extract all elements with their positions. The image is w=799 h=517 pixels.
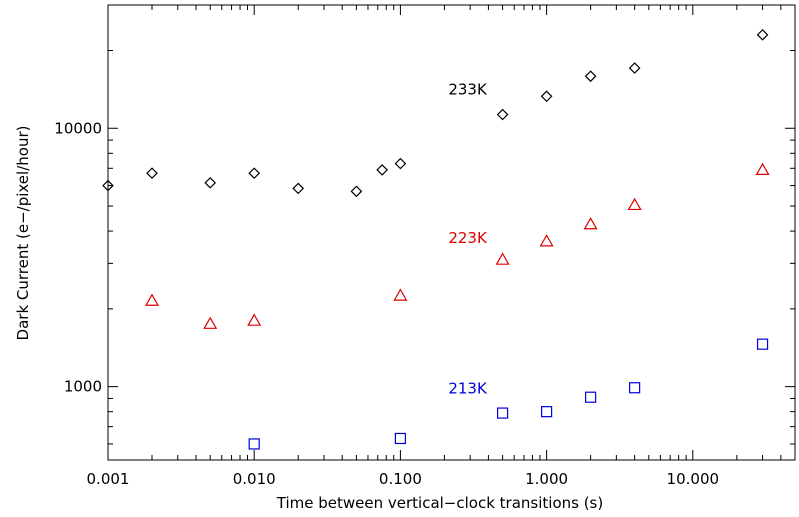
data-point-diamond [756,28,769,41]
series-label: 223K [448,229,488,247]
series-label: 233K [448,81,488,99]
series-233K: 233K [102,28,769,198]
x-tick-label: 0.001 [87,470,130,488]
data-point-diamond [628,62,641,74]
data-point-triangle [755,162,770,176]
data-point-diamond [102,179,114,192]
data-point-square [248,438,260,450]
data-point-diamond [292,182,305,195]
data-point-triangle [393,288,408,301]
data-point-triangle [144,293,160,306]
x-tick-labels: 0.001 0.010 0.100 1.000 10.000 [87,470,720,488]
data-point-diamond [350,185,363,198]
series-223K: 223K [144,162,770,329]
axis-ticks [107,4,796,460]
y-tick-label: 10000 [54,119,102,137]
y-axis-label: Dark Current (e−/pixel/hour) [14,126,32,341]
x-tick-label: 0.010 [233,470,276,488]
data-point-diamond [204,176,217,189]
series-label: 213K [448,380,488,398]
data-point-diamond [584,70,597,83]
data-series: 233K 223K 213K [102,28,770,450]
data-point-square [585,391,597,403]
data-point-triangle [203,316,218,329]
data-point-triangle [495,252,510,265]
y-tick-label: 1000 [64,378,102,396]
data-point-square [756,338,769,350]
x-tick-label: 1.000 [525,470,568,488]
data-point-square [394,432,407,445]
data-point-diamond [376,164,388,176]
x-tick-label: 10.000 [667,470,720,488]
data-point-square [541,406,553,418]
data-point-triangle [247,313,262,326]
data-point-diamond [248,167,261,180]
data-point-diamond [394,157,407,170]
series-213K: 213K [248,338,769,450]
data-point-square [629,382,641,394]
data-point-diamond [146,167,158,180]
data-point-triangle [583,217,598,230]
x-axis-label: Time between vertical−clock transitions … [276,494,603,512]
data-point-square [496,407,509,419]
data-point-triangle [539,234,554,247]
x-tick-label: 0.100 [379,470,422,488]
data-point-diamond [496,108,509,121]
data-point-triangle [627,197,642,211]
plot-frame [107,4,796,461]
data-point-diamond [540,90,553,103]
y-tick-labels: 1000 10000 [54,119,102,395]
